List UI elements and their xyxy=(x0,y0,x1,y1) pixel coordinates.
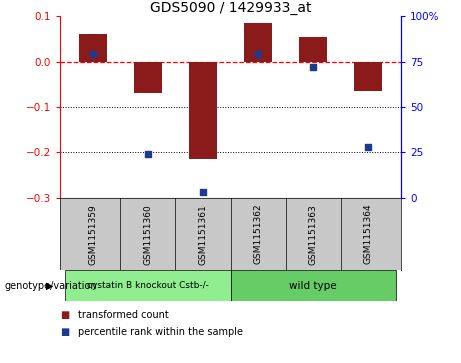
Point xyxy=(199,189,207,195)
Text: ▶: ▶ xyxy=(46,281,53,291)
Text: GSM1151363: GSM1151363 xyxy=(308,204,318,265)
Bar xyxy=(299,37,327,62)
Point xyxy=(309,64,317,70)
Bar xyxy=(79,34,106,62)
Bar xyxy=(65,270,230,301)
Point xyxy=(89,52,97,57)
Point xyxy=(364,144,372,150)
Text: percentile rank within the sample: percentile rank within the sample xyxy=(78,327,243,337)
Bar xyxy=(355,62,382,91)
Text: GSM1151360: GSM1151360 xyxy=(143,204,153,265)
Title: GDS5090 / 1429933_at: GDS5090 / 1429933_at xyxy=(150,1,311,15)
Text: wild type: wild type xyxy=(289,281,337,291)
Text: cystatin B knockout Cstb-/-: cystatin B knockout Cstb-/- xyxy=(87,281,209,290)
Text: GSM1151362: GSM1151362 xyxy=(254,204,262,265)
Bar xyxy=(189,62,217,159)
Bar xyxy=(244,23,272,62)
Text: GSM1151364: GSM1151364 xyxy=(364,204,372,265)
Bar xyxy=(134,62,162,93)
Text: transformed count: transformed count xyxy=(78,310,169,320)
Text: ■: ■ xyxy=(60,310,69,320)
Text: GSM1151361: GSM1151361 xyxy=(199,204,207,265)
Point xyxy=(254,52,262,57)
Text: genotype/variation: genotype/variation xyxy=(5,281,97,291)
Text: GSM1151359: GSM1151359 xyxy=(89,204,97,265)
Bar xyxy=(230,270,396,301)
Point xyxy=(144,151,152,157)
Text: ■: ■ xyxy=(60,327,69,337)
